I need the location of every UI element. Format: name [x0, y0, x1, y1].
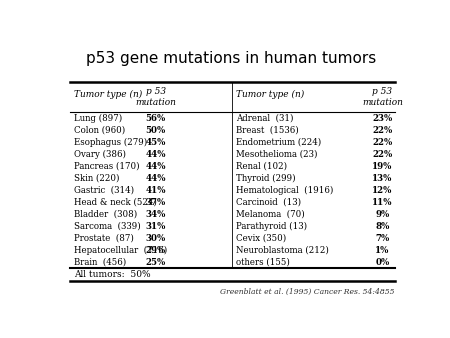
Text: Gastric  (314): Gastric (314) — [74, 186, 134, 195]
Text: 44%: 44% — [145, 150, 166, 159]
Text: Tumor type (n): Tumor type (n) — [236, 90, 304, 99]
Text: Breast  (1536): Breast (1536) — [236, 126, 299, 135]
Text: Carcinoid  (13): Carcinoid (13) — [236, 198, 301, 207]
Text: others (155): others (155) — [236, 258, 290, 267]
Text: 23%: 23% — [372, 114, 392, 123]
Text: 9%: 9% — [375, 210, 389, 219]
Text: Neuroblastoma (212): Neuroblastoma (212) — [236, 246, 329, 255]
Text: 30%: 30% — [145, 234, 166, 243]
Text: 22%: 22% — [372, 138, 392, 147]
Text: Hematological  (1916): Hematological (1916) — [236, 186, 333, 195]
Text: 31%: 31% — [145, 222, 166, 231]
Text: Thyroid (299): Thyroid (299) — [236, 174, 296, 183]
Text: 12%: 12% — [372, 186, 392, 195]
Text: 25%: 25% — [145, 258, 166, 267]
Text: 45%: 45% — [145, 138, 166, 147]
Text: Esophagus (279): Esophagus (279) — [74, 138, 147, 147]
Text: 11%: 11% — [372, 198, 392, 207]
Text: All tumors:  50%: All tumors: 50% — [74, 270, 150, 279]
Text: 56%: 56% — [145, 114, 166, 123]
Text: p 53
mutation: p 53 mutation — [135, 88, 176, 107]
Text: p 53
mutation: p 53 mutation — [362, 88, 403, 107]
Text: Renal (102): Renal (102) — [236, 162, 287, 171]
Text: 50%: 50% — [145, 126, 166, 135]
Text: 8%: 8% — [375, 222, 390, 231]
Text: 29%: 29% — [145, 246, 166, 255]
Text: Ovary (386): Ovary (386) — [74, 150, 126, 159]
Text: Bladder  (308): Bladder (308) — [74, 210, 137, 219]
Text: 13%: 13% — [372, 174, 392, 183]
Text: Greenblatt et al. (1995) Cancer Res. 54:4855: Greenblatt et al. (1995) Cancer Res. 54:… — [220, 288, 395, 296]
Text: 37%: 37% — [145, 198, 166, 207]
Text: Head & neck (524): Head & neck (524) — [74, 198, 157, 207]
Text: 19%: 19% — [372, 162, 392, 171]
Text: 22%: 22% — [372, 126, 392, 135]
Text: Endometrium (224): Endometrium (224) — [236, 138, 321, 147]
Text: Brain  (456): Brain (456) — [74, 258, 126, 267]
Text: Parathyroid (13): Parathyroid (13) — [236, 222, 307, 231]
Text: Hepatocellular  (716): Hepatocellular (716) — [74, 246, 167, 255]
Text: Mesothelioma (23): Mesothelioma (23) — [236, 150, 317, 159]
Text: Adrenal  (31): Adrenal (31) — [236, 114, 293, 123]
Text: p53 gene mutations in human tumors: p53 gene mutations in human tumors — [86, 51, 376, 66]
Text: Colon (960): Colon (960) — [74, 126, 125, 135]
Text: Cevix (350): Cevix (350) — [236, 234, 286, 243]
Text: 0%: 0% — [375, 258, 389, 267]
Text: Prostate  (87): Prostate (87) — [74, 234, 134, 243]
Text: Tumor type (n): Tumor type (n) — [74, 90, 142, 99]
Text: 22%: 22% — [372, 150, 392, 159]
Text: 34%: 34% — [145, 210, 166, 219]
Text: 1%: 1% — [375, 246, 390, 255]
Text: 41%: 41% — [145, 186, 166, 195]
Text: Melanoma  (70): Melanoma (70) — [236, 210, 305, 219]
Text: Lung (897): Lung (897) — [74, 114, 122, 123]
Text: 44%: 44% — [145, 162, 166, 171]
Text: Pancreas (170): Pancreas (170) — [74, 162, 140, 171]
Text: Skin (220): Skin (220) — [74, 174, 119, 183]
Text: Sarcoma  (339): Sarcoma (339) — [74, 222, 140, 231]
Text: 44%: 44% — [145, 174, 166, 183]
Text: 7%: 7% — [375, 234, 389, 243]
